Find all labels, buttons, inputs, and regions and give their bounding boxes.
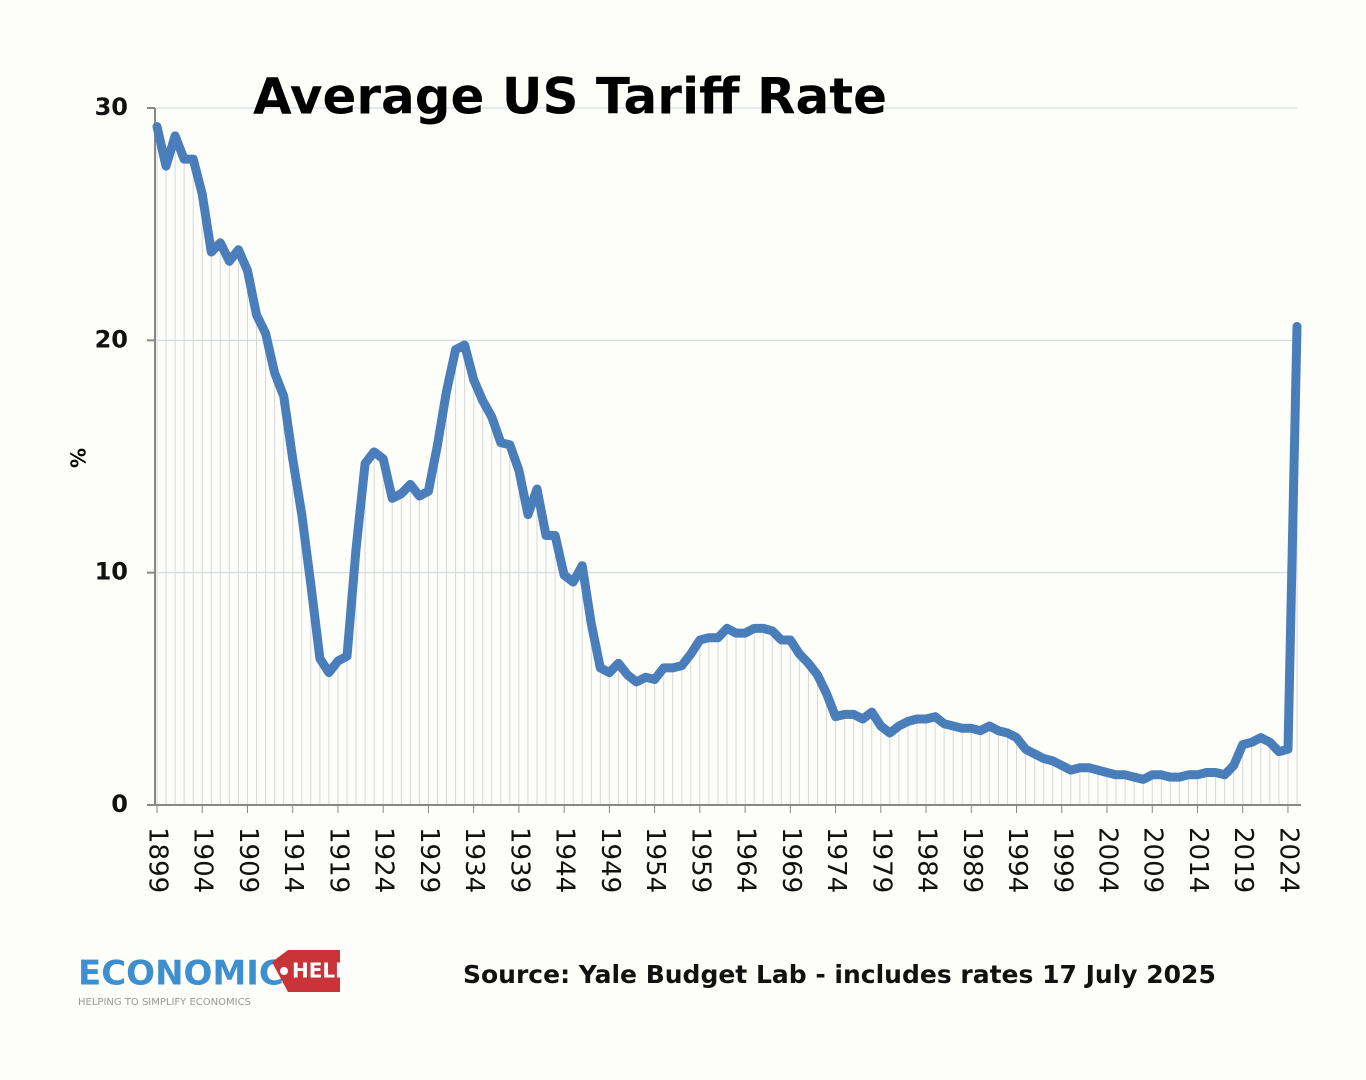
logo-hole — [280, 967, 288, 975]
data-line — [152, 122, 1302, 784]
logo-tagline: HELPING TO SIMPLIFY ECONOMICS — [78, 997, 251, 1008]
x-tick-label: 1949 — [595, 827, 625, 893]
x-tick-label: 1994 — [1002, 827, 1032, 893]
chart-title: Average US Tariff Rate — [253, 68, 887, 126]
x-tick-label: 1979 — [866, 827, 896, 893]
x-tick-label: 1939 — [504, 827, 534, 893]
y-tick-label: 10 — [95, 558, 128, 586]
x-tick-label: 1969 — [776, 827, 806, 893]
x-tick-label: 1959 — [685, 827, 715, 893]
plot-area: 0 10 20 30 1899 1904 1909 1914 1919 1924 1929 1934 1… — [95, 93, 1304, 893]
x-tick-label: 1999 — [1047, 827, 1077, 893]
source-note: Source: Yale Budget Lab - includes rates… — [463, 960, 1216, 989]
y-tick-label: 0 — [111, 790, 128, 818]
x-tick-label: 1984 — [912, 827, 942, 893]
x-tick-label: 1934 — [459, 827, 489, 893]
x-tick-label: 2014 — [1183, 827, 1213, 893]
x-tick-label: 1919 — [323, 827, 353, 893]
x-tick-label: 1899 — [143, 827, 173, 893]
x-tick-label: 1924 — [369, 827, 399, 893]
x-tick-label: 1964 — [731, 827, 761, 893]
x-tick-label: 1929 — [414, 827, 444, 893]
x-tick-label: 1914 — [278, 827, 308, 893]
x-tick-label: 1989 — [957, 827, 987, 893]
x-tick-label: 2004 — [1093, 827, 1123, 893]
y-tick-label: 30 — [95, 93, 128, 121]
x-tick-label: 1974 — [821, 827, 851, 893]
x-tick-label: 2009 — [1138, 827, 1168, 893]
x-tick-label: 2024 — [1273, 827, 1303, 893]
x-tick-label: 1944 — [550, 827, 580, 893]
y-tick-label: 20 — [95, 325, 128, 353]
x-tick-label: 1904 — [188, 827, 218, 893]
x-tick-label: 1909 — [233, 827, 263, 893]
x-tick-label: 1954 — [640, 827, 670, 893]
x-tick-label: 2019 — [1228, 827, 1258, 893]
logo-badge: HELP — [292, 959, 350, 983]
y-axis-label: % — [67, 448, 91, 468]
logo-name: ECONOMICS — [78, 954, 309, 994]
logo-tag — [272, 950, 340, 992]
